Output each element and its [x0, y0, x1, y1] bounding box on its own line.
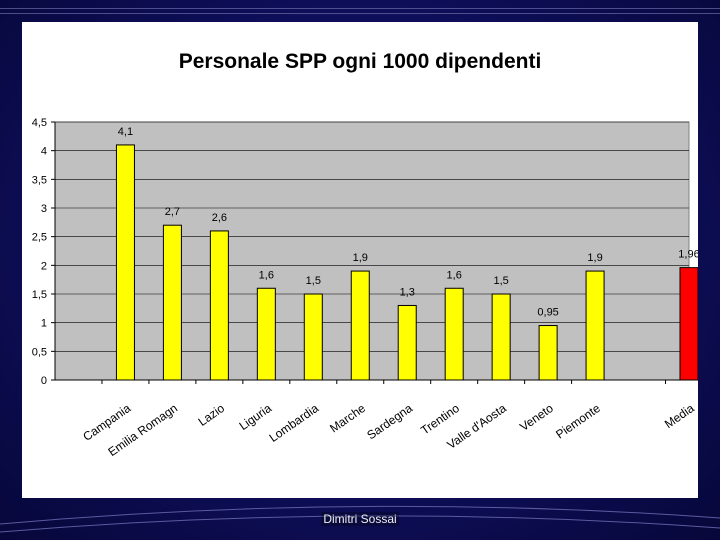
footer-author: Dimitri Sossai — [321, 512, 399, 526]
y-tick-label: 1,5 — [32, 289, 47, 301]
y-tick-label: 2 — [41, 260, 47, 272]
y-tick-label: 1 — [41, 318, 47, 330]
data-label: 1,96 — [678, 249, 698, 261]
bar-veneto — [538, 325, 558, 381]
x-category-label: Lombardia — [267, 401, 322, 445]
data-label: 1,6 — [259, 269, 274, 281]
bar-campania — [115, 144, 135, 381]
bar-lazio — [209, 230, 229, 381]
bar-piemonte — [585, 270, 605, 381]
chart-panel: Personale SPP ogni 1000 dipendenti 0 0,5 1… — [22, 22, 700, 498]
chart-title: Personale SPP ogni 1000 dipendenti — [179, 50, 542, 73]
bottom-decoration — [0, 505, 720, 533]
bar-media — [679, 267, 699, 381]
top-rule-2 — [0, 13, 720, 14]
data-label: 1,3 — [400, 286, 415, 298]
data-label: 1,5 — [306, 275, 321, 287]
x-category-label: Marche — [327, 401, 368, 436]
x-category-label: Media — [662, 401, 697, 431]
x-category-label: Veneto — [517, 401, 556, 434]
y-tick-label: 4,5 — [32, 117, 47, 129]
y-tick-label: 4 — [41, 146, 47, 158]
data-label: 1,5 — [493, 275, 508, 287]
bar-trentino — [444, 287, 464, 381]
data-label: 1,9 — [353, 252, 368, 264]
bar-chart: Personale SPP ogni 1000 dipendenti 0 0,5 1… — [32, 50, 700, 459]
data-label: 0,95 — [537, 307, 558, 319]
bar-lombardia — [303, 293, 323, 381]
x-category-label: Sardegna — [364, 401, 415, 443]
bar-valle-d-aosta — [491, 293, 511, 381]
plot-area — [54, 121, 690, 381]
data-label: 4,1 — [118, 126, 133, 138]
bar-marche — [350, 270, 370, 381]
data-label: 2,7 — [165, 206, 180, 218]
y-tick-label: 3 — [41, 203, 47, 215]
bar-liguria — [256, 287, 276, 381]
data-label: 1,6 — [447, 269, 462, 281]
x-category-label: Piemonte — [553, 401, 603, 442]
x-category-label: Liguria — [237, 401, 275, 433]
data-label: 1,9 — [587, 252, 602, 264]
top-rule — [0, 8, 720, 9]
y-tick-label: 3,5 — [32, 174, 47, 186]
data-label: 2,6 — [212, 212, 227, 224]
footer: Dimitri Sossai — [0, 512, 720, 526]
y-tick-label: 0 — [41, 375, 47, 387]
bar-sardegna — [397, 304, 417, 381]
y-tick-label: 2,5 — [32, 232, 47, 244]
bar-emilia-romagna — [162, 224, 182, 381]
x-category-label: Lazio — [196, 401, 228, 429]
y-tick-label: 0,5 — [32, 346, 47, 358]
